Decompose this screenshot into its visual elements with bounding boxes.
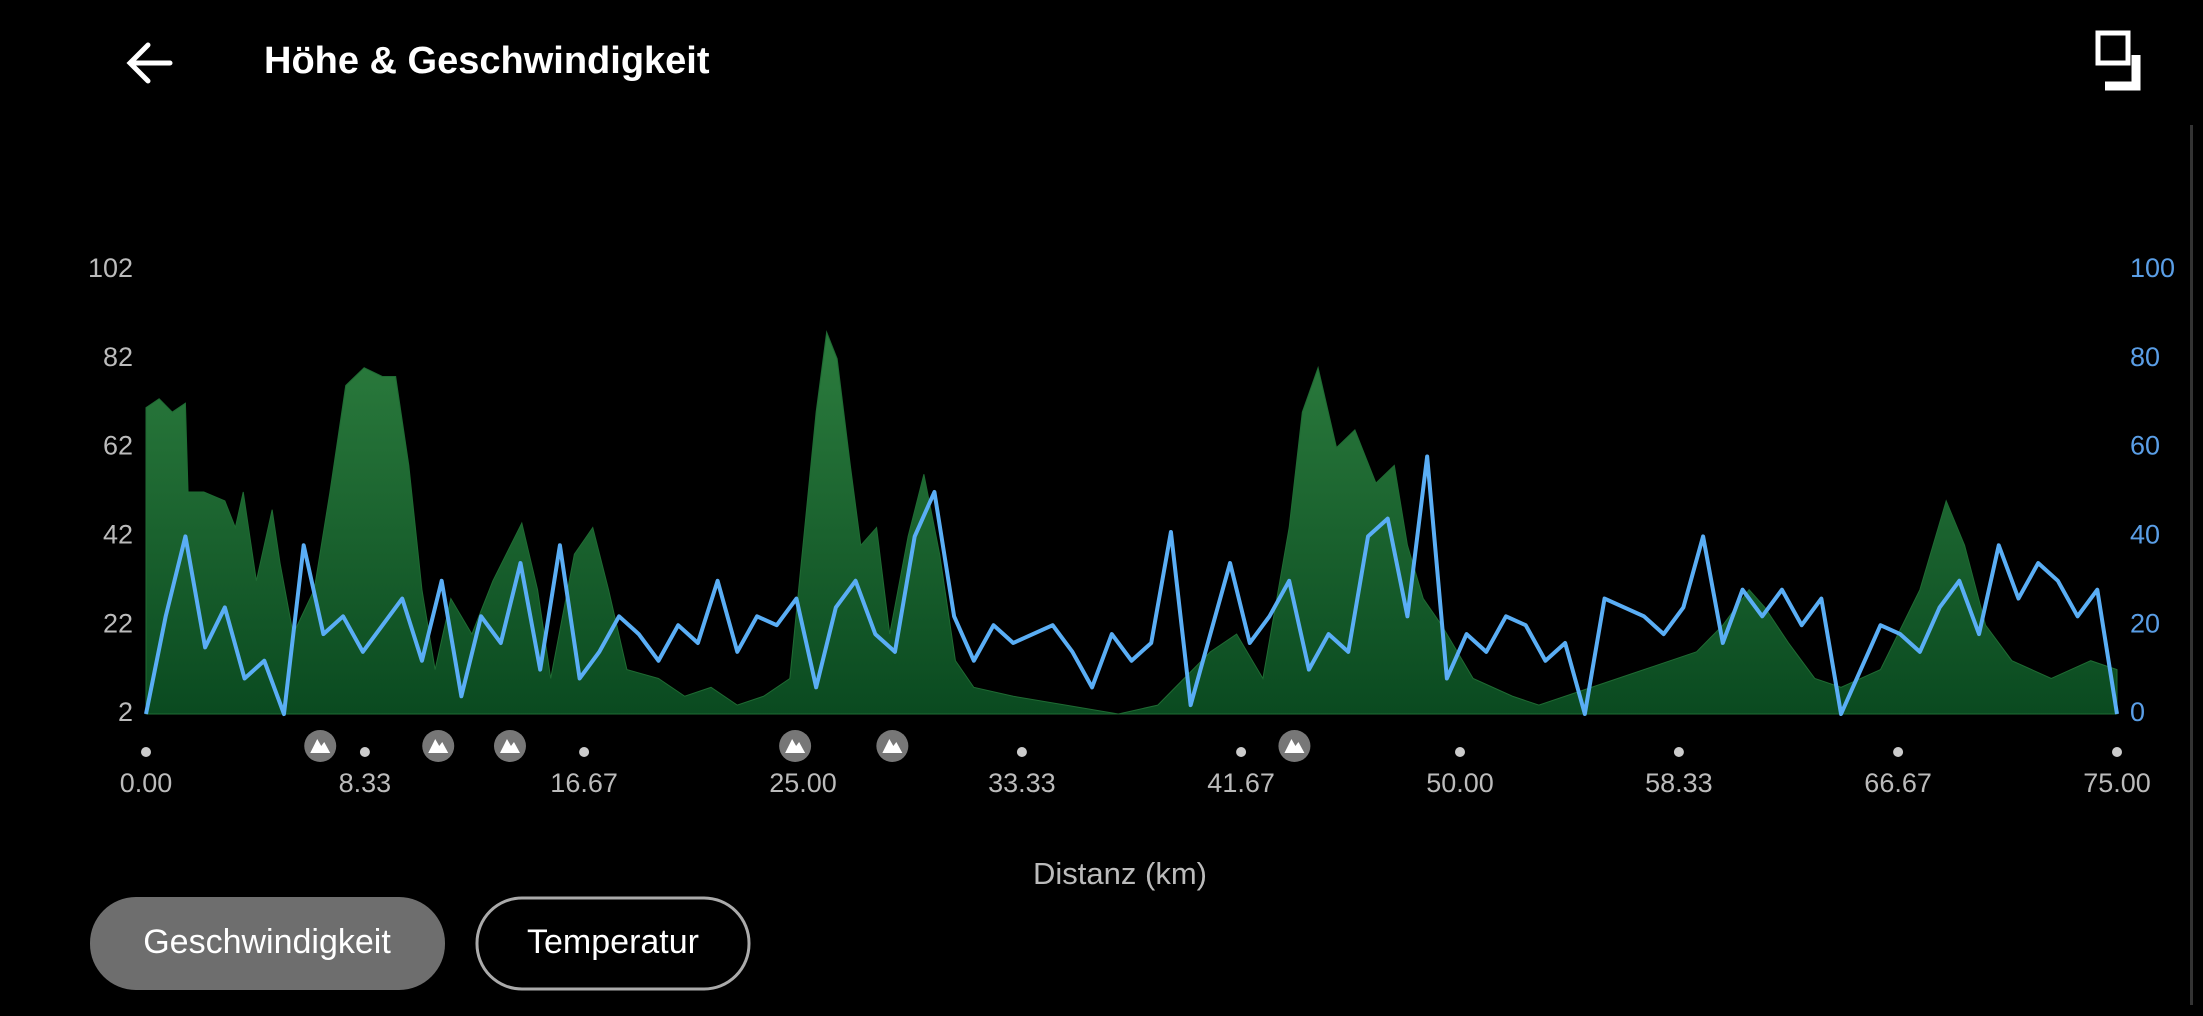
y-tick-label: 22 (103, 608, 133, 638)
x-tick-dot (579, 747, 590, 757)
climb-icon (785, 739, 806, 753)
y-tick-label: 102 (88, 253, 133, 283)
x-tick-label: 41.67 (1207, 768, 1275, 798)
climb-icon (310, 739, 331, 753)
x-axis-label: Distanz (km) (1033, 856, 1207, 891)
y2-tick-label: 60 (2130, 431, 2160, 461)
climb-icon (1284, 739, 1305, 753)
x-tick-dot (141, 747, 151, 757)
x-tick-dot (1236, 747, 1247, 757)
x-tick-dot (1673, 747, 1684, 757)
climb-icon (882, 739, 903, 753)
scrollbar (2190, 125, 2193, 1005)
y2-tick-label: 100 (2130, 253, 2175, 283)
x-tick-dot (2112, 747, 2122, 757)
button-temperature[interactable]: Temperatur (475, 896, 751, 991)
x-tick-label: 8.33 (339, 768, 392, 798)
button-label: Geschwindigkeit (143, 923, 391, 961)
y-tick-label: 2 (118, 697, 133, 727)
x-tick-dot (1016, 747, 1027, 757)
speed-line (144, 454, 2119, 716)
climb-icon (499, 739, 520, 753)
x-tick-label: 33.33 (988, 768, 1056, 798)
y2-tick-label: 80 (2130, 342, 2160, 372)
back-button[interactable] (126, 42, 173, 84)
x-tick-label: 58.33 (1645, 768, 1713, 798)
elevation-area (145, 330, 2118, 715)
title: Höhe & Geschwindigkeit (264, 40, 710, 82)
x-tick-label: 75.00 (2083, 768, 2151, 798)
x-tick-dot (1893, 747, 1904, 757)
x-tick-label: 16.67 (550, 768, 618, 798)
button-label: Temperatur (527, 923, 699, 961)
x-tick-label: 25.00 (769, 768, 837, 798)
y-tick-label: 82 (103, 342, 133, 372)
y2-tick-label: 40 (2130, 520, 2160, 550)
x-tick-dot (1455, 747, 1465, 757)
y2-tick-label: 0 (2130, 697, 2145, 727)
y-tick-label: 62 (103, 431, 133, 461)
x-tick-dot (359, 747, 370, 757)
y-tick-label: 42 (103, 520, 133, 550)
x-tick-label: 66.67 (1864, 768, 1932, 798)
y2-tick-label: 20 (2130, 608, 2160, 638)
x-tick-label: 0.00 (120, 768, 173, 798)
climb-icon (428, 739, 449, 753)
fullscreen-button[interactable] (2095, 30, 2141, 91)
x-tick-label: 50.00 (1426, 768, 1494, 798)
button-speed[interactable]: Geschwindigkeit (90, 897, 445, 990)
